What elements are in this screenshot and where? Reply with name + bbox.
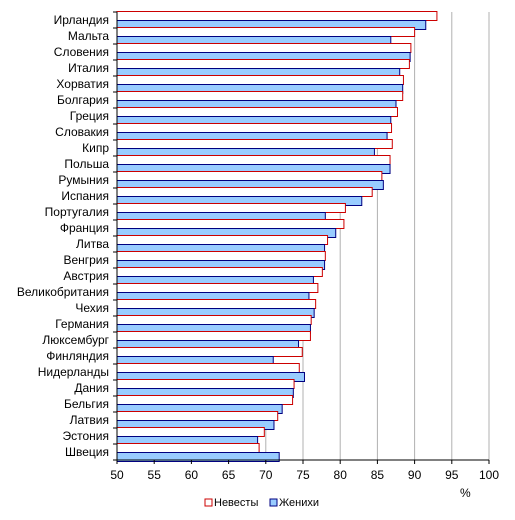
bar-brides: [116, 187, 373, 197]
bar-brides: [116, 59, 410, 69]
category-label: Чехия: [75, 301, 109, 315]
bar-brides: [116, 251, 326, 261]
bar-brides: [116, 219, 345, 229]
category-label: Хорватия: [56, 77, 109, 91]
bar-brides: [116, 171, 383, 181]
category-label: Бельгия: [64, 397, 109, 411]
bar-brides: [116, 363, 300, 373]
category-label: Италия: [68, 61, 109, 75]
category-label: Болгария: [57, 93, 109, 107]
x-tick-label: 55: [148, 468, 162, 482]
x-tick-label: 90: [408, 468, 422, 482]
category-label: Швеция: [65, 445, 109, 459]
legend-label-brides: Невесты: [214, 497, 258, 509]
x-axis-unit: %: [460, 486, 471, 500]
category-label: Словакия: [55, 125, 109, 139]
bar-brides: [116, 379, 295, 389]
bar-brides: [116, 139, 393, 149]
bar-brides: [116, 347, 303, 357]
x-tick-label: 70: [259, 468, 273, 482]
bar-brides: [116, 267, 323, 277]
bar-brides: [116, 27, 416, 37]
bar-brides: [116, 11, 438, 21]
category-label: Нидерланды: [38, 365, 109, 379]
x-tick-label: 100: [479, 468, 499, 482]
category-label: Испания: [61, 189, 109, 203]
category-label: Франция: [60, 221, 109, 235]
legend: Невесты Женихи: [204, 497, 319, 509]
category-label: Эстония: [63, 429, 110, 443]
bar-brides: [116, 411, 279, 421]
x-tick-label: 80: [334, 468, 348, 482]
plot-area: [113, 11, 490, 462]
category-label: Ирландия: [54, 13, 109, 27]
category-labels: Ирландия Мальта Словения Италия Хорватия Болг…: [17, 13, 110, 459]
bar-brides: [116, 43, 412, 53]
category-label: Мальта: [68, 29, 109, 43]
legend-swatch-brides: [204, 498, 213, 507]
category-label: Люксембург: [42, 333, 109, 347]
category-label: Австрия: [63, 269, 109, 283]
x-tick-label: 75: [296, 468, 310, 482]
category-label: Кипр: [82, 141, 109, 155]
x-tick-label: 95: [445, 468, 459, 482]
bar-brides: [116, 283, 319, 293]
bar-brides: [116, 123, 393, 133]
legend-label-grooms: Женихи: [279, 497, 319, 509]
category-label: Латвия: [70, 413, 109, 427]
bar-brides: [116, 203, 346, 213]
bar-brides: [116, 299, 317, 309]
bar-brides: [116, 331, 311, 341]
category-label: Словения: [54, 45, 109, 59]
category-label: Польша: [64, 157, 109, 171]
x-tick-label: 50: [110, 468, 124, 482]
bar-brides: [116, 395, 294, 405]
bar-brides: [116, 443, 260, 453]
category-label: Германия: [55, 317, 109, 331]
bar-brides: [116, 107, 398, 117]
category-label: Португалия: [45, 205, 109, 219]
x-tick-label: 65: [222, 468, 236, 482]
category-label: Финляндия: [46, 349, 109, 363]
category-label: Дания: [74, 381, 109, 395]
category-label: Великобритания: [17, 285, 109, 299]
category-label: Греция: [70, 109, 109, 123]
category-label: Литва: [76, 237, 109, 251]
x-tick-label: 85: [371, 468, 385, 482]
legend-swatch-grooms: [269, 498, 278, 507]
bar-brides: [116, 91, 404, 101]
x-tick-label: 60: [185, 468, 199, 482]
bar-brides: [116, 315, 312, 325]
bar-brides: [116, 75, 404, 85]
category-label: Венгрия: [63, 253, 109, 267]
bar-brides: [116, 427, 265, 437]
x-axis-ticks: 50 55 60 65 70 75 80 85 90 95 100: [110, 460, 499, 482]
bar-brides: [116, 155, 391, 165]
bar-brides: [116, 235, 329, 245]
category-label: Румыния: [58, 173, 109, 187]
